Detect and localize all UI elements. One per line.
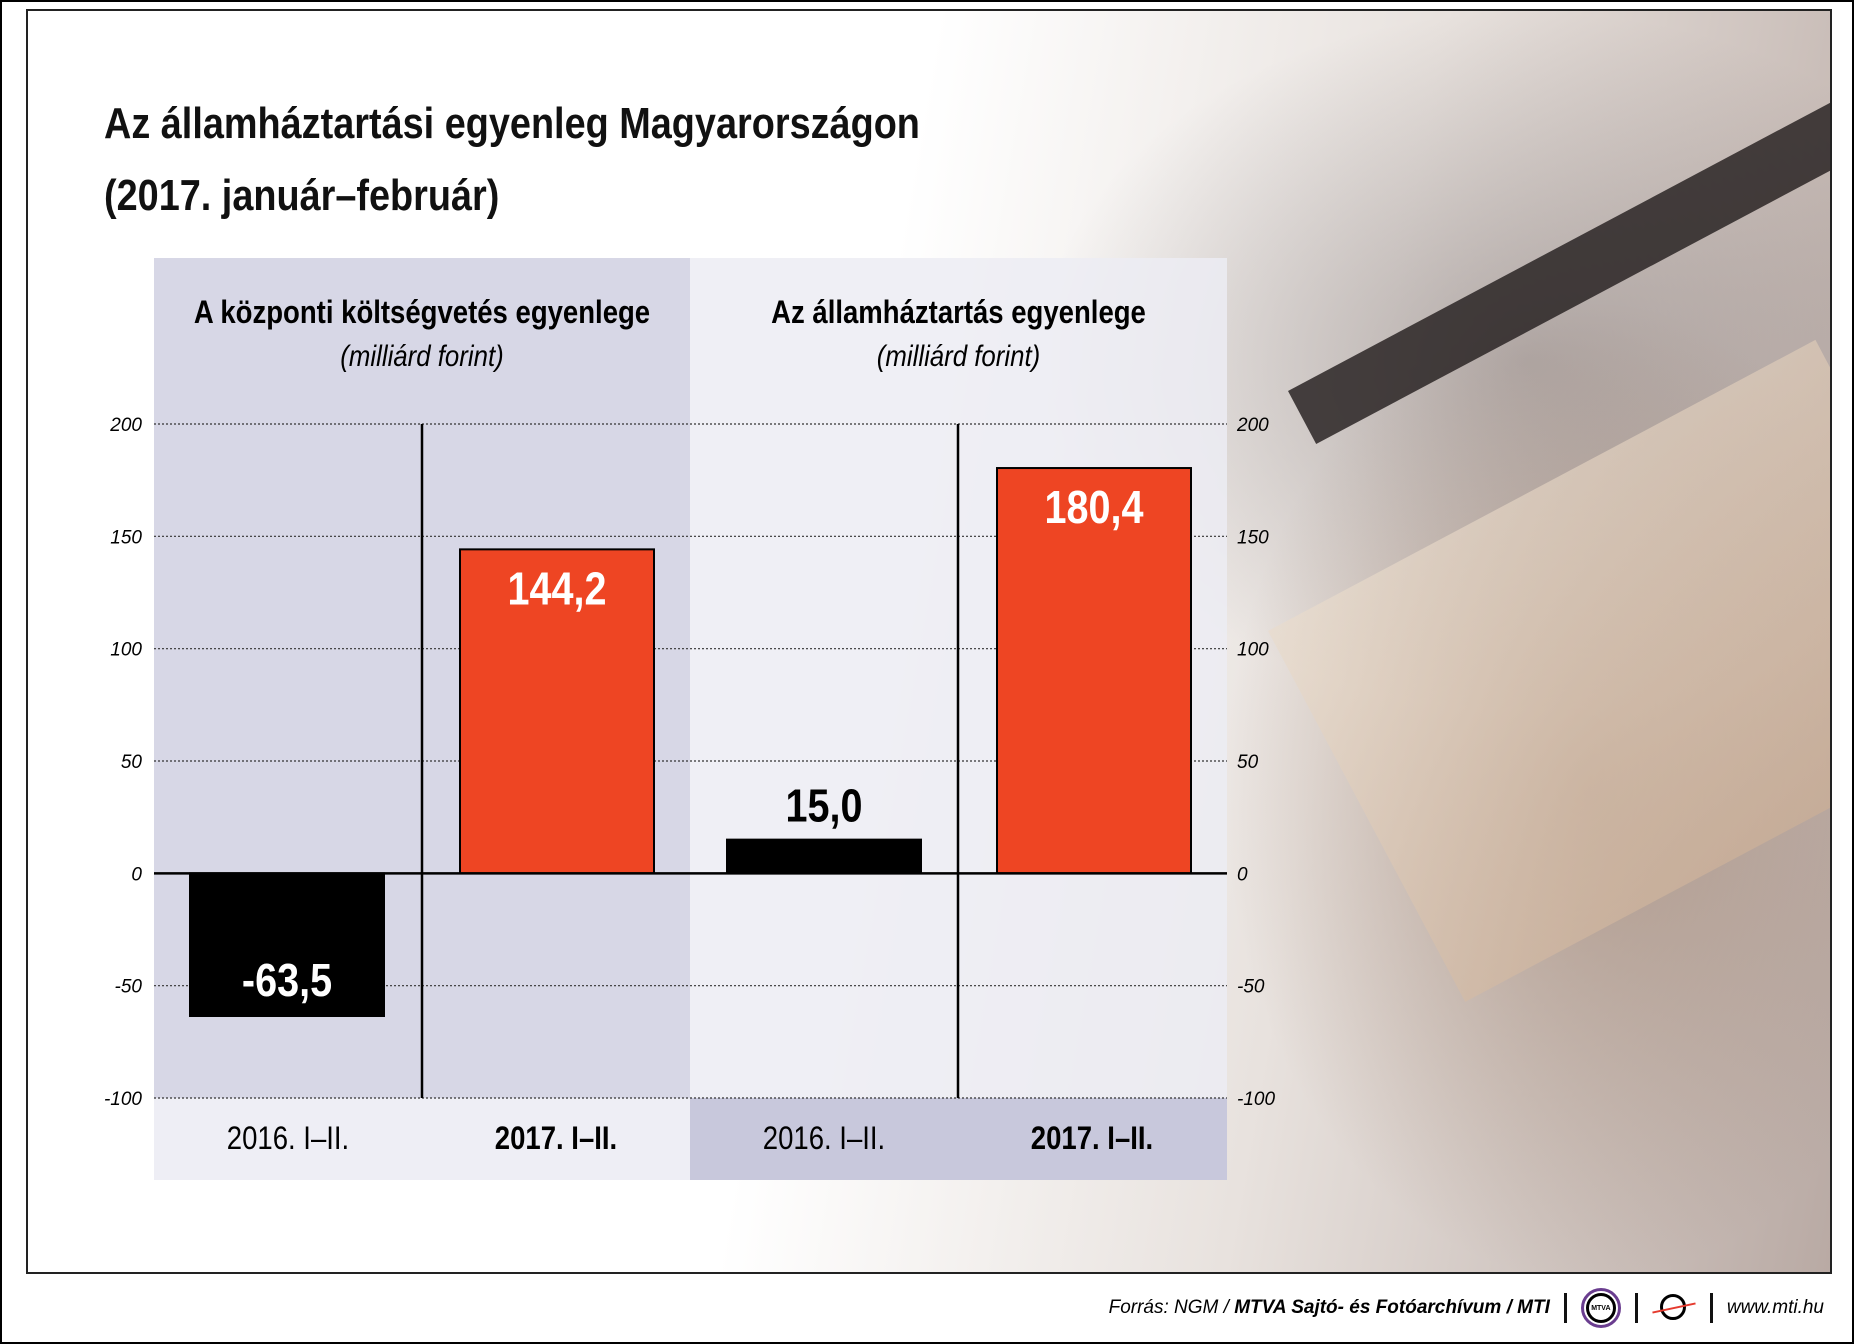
y-tick-label-right: 150 xyxy=(1237,527,1269,548)
y-tick-label-left: 200 xyxy=(109,415,142,436)
y-tick-label-left: 50 xyxy=(121,752,143,773)
category-label: 2017. I–II. xyxy=(494,1120,618,1156)
bar-value-label: 15,0 xyxy=(786,781,863,832)
footer: Forrás: NGM / MTVA Sajtó- és Fotóarchívu… xyxy=(1108,1288,1824,1328)
website-url: www.mti.hu xyxy=(1726,1297,1824,1318)
y-tick-label-left: -50 xyxy=(115,977,143,998)
divider xyxy=(1709,1293,1713,1323)
bar xyxy=(996,467,1192,875)
y-tick-label-right: -50 xyxy=(1237,977,1265,998)
mtva-logo: MTVA xyxy=(1580,1288,1621,1328)
title-line-2: (2017. január–február) xyxy=(104,171,500,220)
y-tick-label-left: 100 xyxy=(110,640,142,661)
category-label: 2017. I–II. xyxy=(1030,1120,1154,1156)
y-tick-label-left: -100 xyxy=(104,1089,142,1110)
y-tick-label-left: 150 xyxy=(110,527,142,548)
category-row-left: 2016. I–II. 2017. I–II. xyxy=(154,1098,690,1180)
y-tick-label-left: 0 xyxy=(131,864,142,885)
bar xyxy=(189,872,385,1017)
category-label: 2016. I–II. xyxy=(226,1120,350,1156)
divider xyxy=(1634,1293,1638,1323)
page-title: Az államháztartási egyenleg Magyarország… xyxy=(104,88,920,232)
bar-value-label: 180,4 xyxy=(1045,482,1144,533)
category-row-right: 2016. I–II. 2017. I–II. xyxy=(690,1098,1227,1180)
divider xyxy=(1563,1293,1567,1323)
source-text: Forrás: NGM / MTVA Sajtó- és Fotóarchívu… xyxy=(1108,1297,1550,1318)
y-tick-label-right: 100 xyxy=(1237,640,1269,661)
y-tick-label-right: 200 xyxy=(1236,415,1269,436)
panel-title: Az államháztartás egyenlege xyxy=(771,294,1146,330)
panel-unit: (milliárd forint) xyxy=(340,340,504,373)
panel-title: A központi költségvetés egyenlege xyxy=(193,294,651,330)
mti-logo xyxy=(1652,1290,1696,1326)
y-tick-label-right: -100 xyxy=(1237,1089,1275,1110)
bar-value-label: 144,2 xyxy=(508,564,607,615)
panel-unit: (milliárd forint) xyxy=(876,340,1041,373)
y-tick-label-right: 0 xyxy=(1237,864,1248,885)
category-label: 2016. I–II. xyxy=(762,1120,886,1156)
bar-value-label: -63,5 xyxy=(242,955,332,1006)
bar xyxy=(726,838,922,875)
y-tick-label-right: 50 xyxy=(1237,752,1259,773)
title-line-1: Az államháztartási egyenleg Magyarország… xyxy=(104,99,920,148)
